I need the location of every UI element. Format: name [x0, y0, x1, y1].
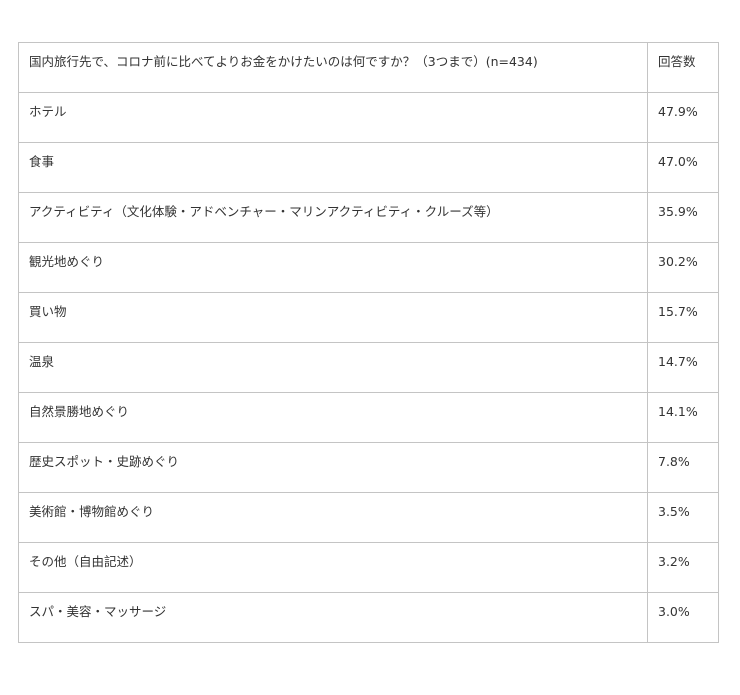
row-label: その他（自由記述）: [18, 542, 648, 593]
header-response-rate: 回答数: [647, 42, 719, 93]
row-label: アクティビティ（文化体験・アドベンチャー・マリンアクティビティ・クルーズ等）: [18, 192, 648, 243]
row-label: 歴史スポット・史跡めぐり: [18, 442, 648, 493]
header-question: 国内旅行先で、コロナ前に比べてよりお金をかけたいのは何ですか？（3つまで）(n=…: [18, 42, 648, 93]
row-value: 7.8%: [647, 442, 719, 493]
row-value: 14.7%: [647, 342, 719, 393]
row-value: 3.2%: [647, 542, 719, 593]
table-row: 食事 47.0%: [18, 142, 719, 193]
row-label: スパ・美容・マッサージ: [18, 592, 648, 643]
table-row: その他（自由記述） 3.2%: [18, 542, 719, 593]
row-label: 温泉: [18, 342, 648, 393]
row-value: 30.2%: [647, 242, 719, 293]
survey-results-table: 国内旅行先で、コロナ前に比べてよりお金をかけたいのは何ですか？（3つまで）(n=…: [18, 42, 719, 643]
row-value: 3.5%: [647, 492, 719, 543]
row-value: 47.9%: [647, 92, 719, 143]
row-label: 美術館・博物館めぐり: [18, 492, 648, 543]
table-row: 美術館・博物館めぐり 3.5%: [18, 492, 719, 543]
row-value: 47.0%: [647, 142, 719, 193]
table-header-row: 国内旅行先で、コロナ前に比べてよりお金をかけたいのは何ですか？（3つまで）(n=…: [18, 42, 719, 93]
table-row: ホテル 47.9%: [18, 92, 719, 143]
table-row: 歴史スポット・史跡めぐり 7.8%: [18, 442, 719, 493]
row-label: 観光地めぐり: [18, 242, 648, 293]
row-label: ホテル: [18, 92, 648, 143]
table-row: 温泉 14.7%: [18, 342, 719, 393]
row-value: 14.1%: [647, 392, 719, 443]
row-label: 食事: [18, 142, 648, 193]
row-label: 自然景勝地めぐり: [18, 392, 648, 443]
table-row: スパ・美容・マッサージ 3.0%: [18, 592, 719, 643]
row-value: 15.7%: [647, 292, 719, 343]
row-label: 買い物: [18, 292, 648, 343]
row-value: 35.9%: [647, 192, 719, 243]
table-row: 自然景勝地めぐり 14.1%: [18, 392, 719, 443]
row-value: 3.0%: [647, 592, 719, 643]
table-row: 買い物 15.7%: [18, 292, 719, 343]
table-row: 観光地めぐり 30.2%: [18, 242, 719, 293]
table-row: アクティビティ（文化体験・アドベンチャー・マリンアクティビティ・クルーズ等） 35…: [18, 192, 719, 243]
